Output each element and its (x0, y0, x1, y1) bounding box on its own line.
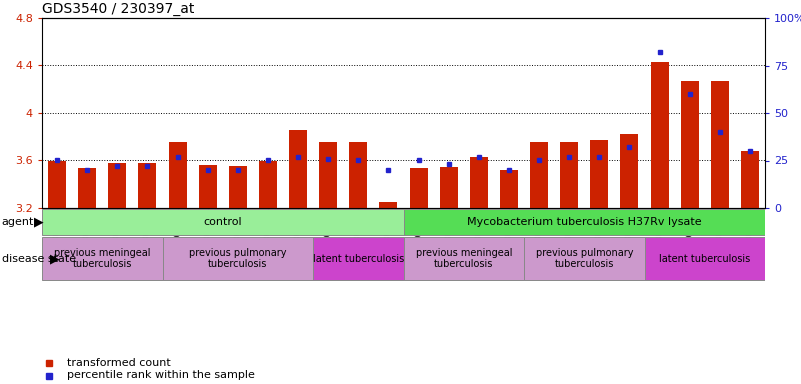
Bar (409, 168, 428, 208)
Bar (621, 134, 638, 208)
Bar (469, 157, 488, 208)
Text: ▶: ▶ (34, 215, 43, 228)
Text: ▶: ▶ (50, 252, 59, 265)
Text: GDS3540 / 230397_at: GDS3540 / 230397_at (42, 2, 195, 16)
Text: disease state: disease state (2, 253, 76, 263)
Bar (199, 165, 217, 208)
Bar (139, 163, 156, 208)
Text: previous pulmonary
tuberculosis: previous pulmonary tuberculosis (536, 248, 633, 269)
Text: percentile rank within the sample: percentile rank within the sample (67, 371, 256, 381)
Bar (650, 62, 669, 208)
Bar (530, 142, 548, 208)
Bar (259, 161, 277, 208)
Text: previous pulmonary
tuberculosis: previous pulmonary tuberculosis (189, 248, 287, 269)
Bar (380, 202, 397, 208)
Text: latent tuberculosis: latent tuberculosis (659, 253, 751, 263)
Bar (681, 81, 698, 208)
Bar (319, 141, 337, 208)
Bar (229, 166, 247, 208)
Bar (524, 237, 645, 280)
Text: latent tuberculosis: latent tuberculosis (312, 253, 404, 263)
Bar (163, 237, 313, 280)
Bar (440, 167, 457, 208)
Text: agent: agent (2, 217, 34, 227)
Text: Mycobacterium tuberculosis H37Rv lysate: Mycobacterium tuberculosis H37Rv lysate (467, 217, 702, 227)
Bar (289, 130, 307, 208)
Bar (741, 151, 759, 208)
Bar (313, 237, 404, 280)
Bar (645, 237, 765, 280)
Bar (168, 141, 187, 208)
Bar (500, 170, 518, 208)
Bar (710, 81, 729, 208)
Bar (48, 161, 66, 208)
Bar (42, 209, 404, 235)
Bar (108, 164, 127, 208)
Bar (560, 141, 578, 208)
Bar (404, 209, 765, 235)
Bar (349, 141, 368, 208)
Text: transformed count: transformed count (67, 358, 171, 367)
Bar (42, 237, 163, 280)
Text: previous meningeal
tuberculosis: previous meningeal tuberculosis (416, 248, 512, 269)
Text: control: control (203, 217, 242, 227)
Bar (590, 140, 608, 208)
Bar (78, 168, 96, 208)
Bar (404, 237, 524, 280)
Text: previous meningeal
tuberculosis: previous meningeal tuberculosis (54, 248, 151, 269)
